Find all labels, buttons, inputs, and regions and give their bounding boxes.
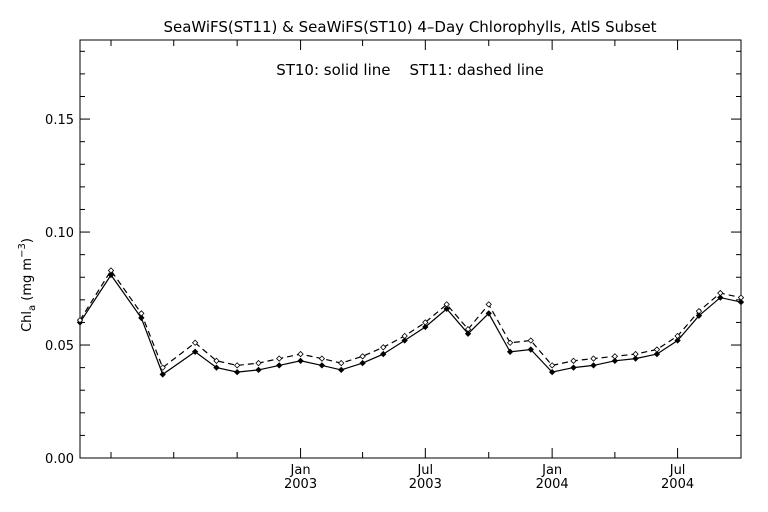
data-point-st11 [255, 359, 262, 367]
data-point-st11 [297, 350, 304, 358]
y-label-superscript: −3 [17, 243, 28, 258]
chart-title: SeaWiFS(ST11) & SeaWiFS(ST10) 4–Day Chlo… [163, 18, 656, 36]
x-tick-label-year: 2004 [661, 477, 694, 492]
data-point-st10 [297, 357, 304, 365]
data-point-st10 [159, 371, 166, 378]
plot-area: 0.000.050.100.15Jan2003Jul2003Jan2004Jul… [45, 39, 745, 492]
data-point-st10 [191, 348, 199, 355]
data-point-st11 [570, 357, 577, 365]
data-point-st10 [276, 362, 283, 369]
data-point-st11 [590, 355, 597, 362]
data-point-st11 [107, 267, 115, 274]
data-point-st10 [695, 312, 703, 319]
data-point-st11 [737, 294, 745, 301]
y-tick-label: 0.15 [45, 113, 74, 128]
data-point-st11 [443, 301, 450, 308]
data-point-st11 [717, 289, 724, 297]
data-point-st10 [632, 355, 639, 362]
x-tick-label-year: 2003 [409, 477, 442, 492]
data-point-st10 [485, 310, 492, 317]
data-point-st10 [380, 350, 387, 358]
data-point-st10 [422, 323, 429, 331]
x-tick-label-year: 2004 [536, 477, 569, 492]
data-point-st11 [159, 364, 166, 371]
series-line-st11 [79, 269, 742, 369]
data-point-st10 [590, 362, 597, 369]
series-line-st10 [79, 273, 742, 376]
data-point-st11 [674, 332, 681, 340]
data-point-st10 [318, 362, 326, 369]
series-style-annotation: ST10: solid line ST11: dashed line [276, 61, 544, 79]
data-point-st10 [737, 298, 745, 306]
data-point-st11 [422, 319, 429, 326]
data-point-st11 [191, 339, 199, 346]
y-label-main: Chl [20, 311, 35, 332]
data-point-st11 [276, 355, 283, 362]
x-tick-label-month: Jan [290, 463, 311, 478]
data-point-st10 [359, 359, 366, 367]
data-point-st10 [570, 364, 577, 371]
y-tick-label: 0.05 [45, 339, 74, 354]
data-point-st10 [527, 346, 534, 353]
data-point-st11 [632, 350, 639, 358]
data-point-st11 [611, 353, 619, 360]
data-point-st11 [76, 317, 84, 324]
y-label-subscript: a [27, 305, 38, 311]
data-point-st10 [443, 305, 450, 313]
data-point-st11 [695, 307, 703, 315]
data-point-st10 [464, 330, 472, 337]
data-point-st10 [338, 366, 345, 374]
x-tick-label-year: 2003 [284, 477, 317, 492]
data-point-st10 [717, 294, 724, 301]
data-point-st11 [380, 344, 387, 351]
data-point-st11 [213, 357, 220, 365]
y-label-close: ) [20, 238, 35, 243]
x-tick-label-month: Jul [669, 463, 686, 478]
data-point-st10 [548, 368, 556, 376]
series-st10 [76, 271, 745, 378]
data-point-st10 [506, 348, 514, 355]
data-point-st11 [233, 362, 241, 369]
data-point-st10 [401, 337, 408, 344]
data-point-st11 [506, 339, 514, 346]
data-point-st11 [548, 362, 556, 369]
data-point-st10 [233, 368, 241, 376]
y-axis-label: Chla (mg m−3) [17, 238, 38, 332]
data-point-st10 [611, 357, 619, 365]
data-point-st10 [674, 337, 681, 344]
y-tick-label: 0.00 [45, 452, 74, 467]
data-point-st11 [138, 310, 145, 317]
x-tick-label-month: Jan [541, 463, 562, 478]
y-label-unit: (mg m [20, 258, 35, 305]
series-st11 [76, 267, 745, 371]
data-point-st11 [653, 346, 661, 353]
data-point-st11 [527, 337, 534, 344]
plot-frame [79, 39, 742, 459]
data-point-st10 [255, 366, 262, 374]
data-point-st10 [213, 364, 220, 371]
data-point-st11 [359, 353, 366, 360]
data-point-st11 [464, 326, 472, 333]
data-point-st11 [318, 355, 326, 362]
data-point-st10 [653, 350, 661, 358]
data-point-st11 [338, 359, 345, 367]
x-tick-label-month: Jul [416, 463, 433, 478]
data-point-st11 [401, 332, 408, 340]
y-tick-label: 0.10 [45, 226, 74, 241]
data-point-st11 [485, 301, 492, 308]
